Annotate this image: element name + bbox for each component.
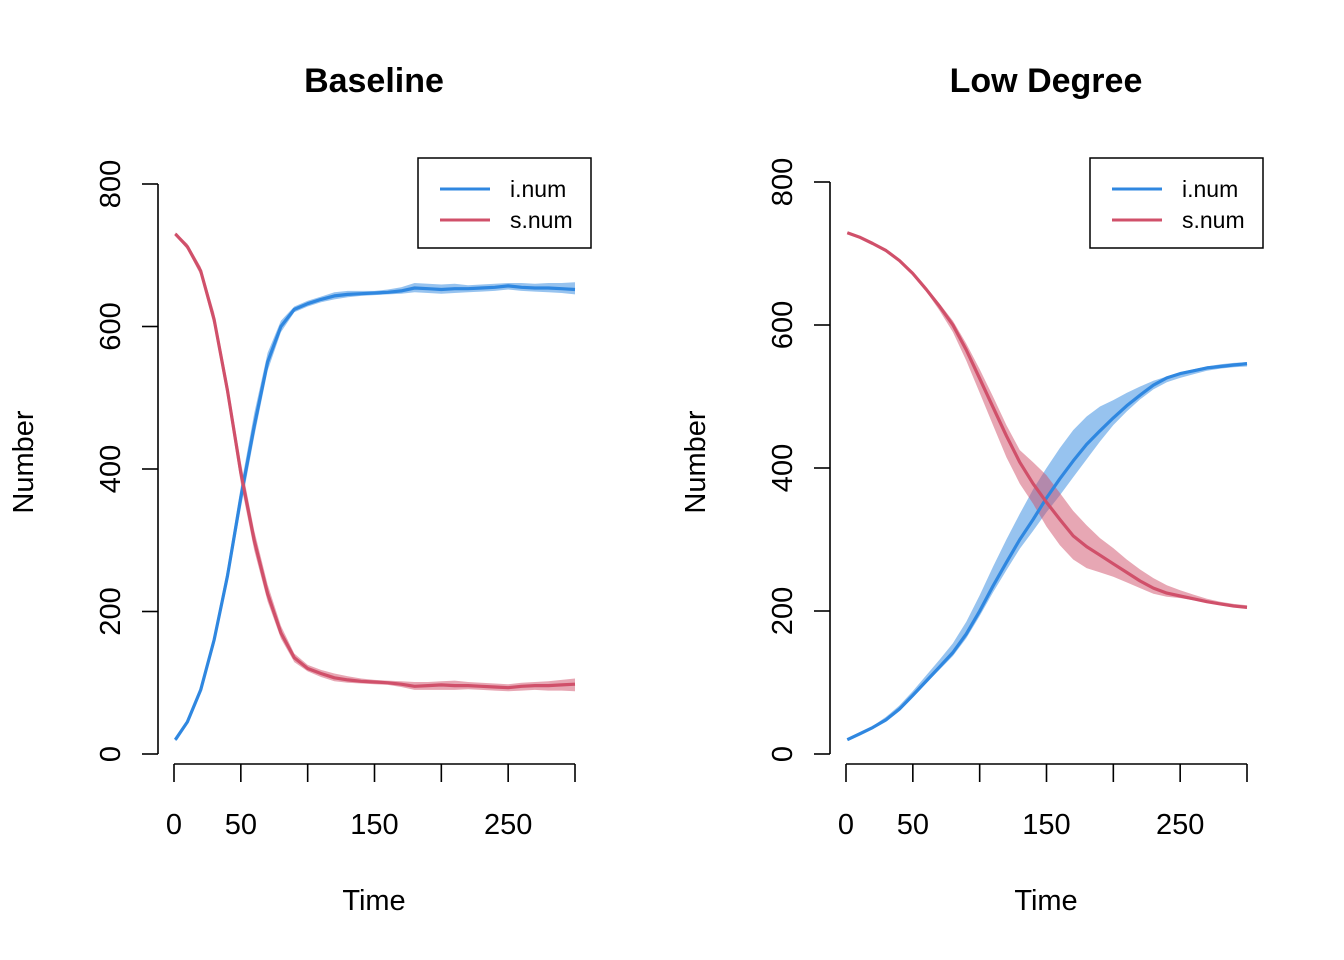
y-tick-label: 800 — [767, 158, 799, 206]
y-tick-label: 400 — [95, 445, 127, 493]
legend-label-s-num: s.num — [510, 207, 573, 233]
y-tick-label: 600 — [767, 301, 799, 349]
y-tick-label: 600 — [95, 302, 127, 350]
legend: i.num s.num — [417, 157, 592, 249]
y-tick-label: 0 — [95, 746, 127, 762]
x-tick-label: 150 — [350, 809, 398, 841]
band-i-num — [175, 282, 576, 742]
y-axis-label: Number — [680, 410, 712, 513]
low-degree-panel: Low Degree Time Number 0 200 400 600 800 0 50 1… — [680, 62, 1264, 917]
legend-label-i-num: i.num — [1182, 176, 1238, 202]
x-axis-label: Time — [342, 885, 405, 917]
y-tick-label: 0 — [767, 746, 799, 762]
y-tick-label: 200 — [767, 587, 799, 635]
x-tick-label: 50 — [225, 809, 257, 841]
chart-title: Low Degree — [950, 62, 1143, 100]
x-tick-label: 0 — [838, 809, 854, 841]
legend-box — [1089, 157, 1264, 249]
series-line-s-num — [846, 231, 1248, 609]
x-tick-label: 50 — [897, 809, 929, 841]
y-axis-label: Number — [8, 410, 40, 513]
plot-area: 0 200 400 600 800 0 50 150 250 — [767, 158, 1248, 841]
y-tick-label: 400 — [767, 444, 799, 492]
series-line-i-num — [846, 362, 1248, 742]
band-s-num — [175, 232, 576, 692]
chart-title: Baseline — [304, 62, 444, 100]
legend-label-s-num: s.num — [1182, 207, 1245, 233]
plot-area: 0 200 400 600 800 0 50 150 250 — [95, 160, 576, 841]
band-i-num — [847, 362, 1247, 741]
series-line-s-num — [174, 232, 576, 690]
x-tick-label: 250 — [1156, 809, 1204, 841]
x-tick-label: 0 — [166, 809, 182, 841]
legend-box — [417, 157, 592, 249]
legend-label-i-num: i.num — [510, 176, 566, 202]
y-tick-label: 800 — [95, 160, 127, 208]
y-tick-label: 200 — [95, 587, 127, 635]
baseline-panel: Baseline Time Number 0 200 400 600 800 0 50 150… — [8, 62, 592, 917]
legend: i.num s.num — [1089, 157, 1264, 249]
band-s-num — [847, 232, 1247, 609]
x-tick-label: 250 — [484, 809, 532, 841]
x-tick-label: 150 — [1022, 809, 1070, 841]
series-line-i-num — [173, 284, 576, 741]
x-axis-label: Time — [1014, 885, 1077, 917]
